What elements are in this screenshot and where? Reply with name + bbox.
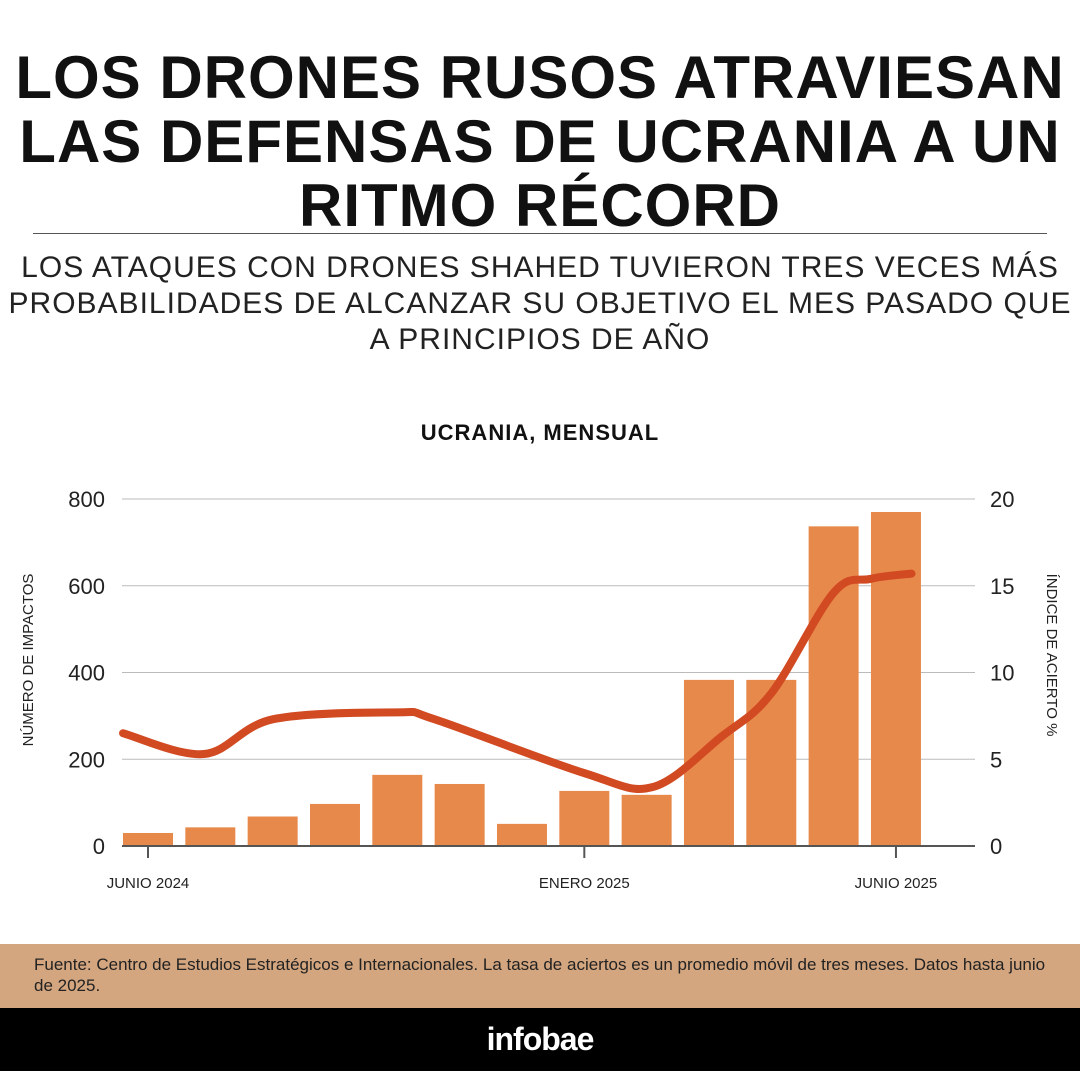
y2-tick-label: 15 bbox=[990, 574, 1014, 599]
y-tick-label: 200 bbox=[68, 747, 105, 772]
bar bbox=[247, 816, 298, 846]
x-tick-label: ENERO 2025 bbox=[539, 875, 630, 892]
bar bbox=[123, 832, 173, 846]
bar bbox=[559, 790, 610, 846]
chart: 0 200 400 600 800 0 5 10 15 20 JUNIO 2024 ENERO 202… bbox=[20, 487, 1060, 892]
bar bbox=[185, 827, 236, 846]
divider bbox=[33, 233, 1047, 234]
source-note: Fuente: Centro de Estudios Estratégicos … bbox=[0, 944, 1080, 1008]
y-tick-label: 400 bbox=[68, 661, 105, 686]
y-tick-label: 0 bbox=[93, 834, 105, 859]
chart-title: UCRANIA, MENSUAL bbox=[420, 420, 660, 445]
bar bbox=[496, 823, 547, 846]
y-tick-label: 600 bbox=[68, 574, 105, 599]
page-title: LOS DRONES RUSOS ATRAVIESAN LAS DEFENSAS… bbox=[15, 44, 1065, 239]
subtitle: LOS ATAQUES CON DRONES SHAHED TUVIERON T… bbox=[8, 251, 1072, 356]
y2-tick-label: 10 bbox=[990, 661, 1014, 686]
bar bbox=[434, 783, 485, 846]
bar bbox=[621, 794, 672, 846]
y2-tick-label: 0 bbox=[990, 834, 1002, 859]
y-tick-label: 800 bbox=[68, 487, 105, 512]
x-tick-label: JUNIO 2025 bbox=[855, 875, 938, 892]
bar bbox=[870, 512, 921, 846]
brand-logo: infobae bbox=[0, 1008, 1080, 1071]
y2-tick-label: 5 bbox=[990, 747, 1002, 772]
y2-tick-label: 20 bbox=[990, 487, 1014, 512]
hit-rate-line bbox=[119, 569, 916, 793]
bar bbox=[808, 526, 859, 846]
y-axis-label: NÚMERO DE IMPACTOS bbox=[20, 574, 37, 747]
bar bbox=[372, 774, 423, 846]
bar bbox=[746, 679, 797, 846]
x-tick-label: JUNIO 2024 bbox=[107, 875, 190, 892]
bar bbox=[309, 803, 360, 846]
y2-axis-label: ÍNDICE DE ACIERTO % bbox=[1043, 574, 1060, 737]
